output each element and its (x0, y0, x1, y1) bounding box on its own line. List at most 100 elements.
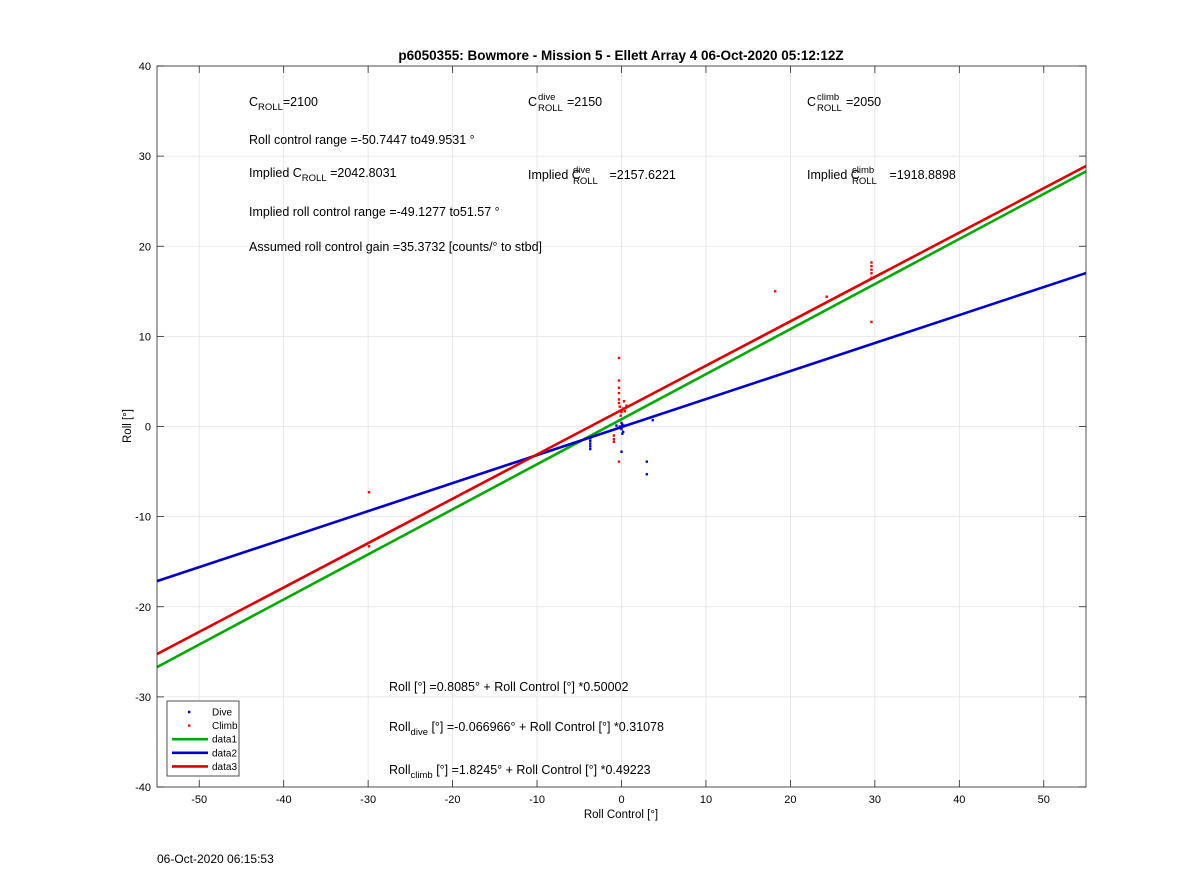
dive-point (651, 418, 654, 422)
climb-point (612, 437, 616, 441)
climb-point (617, 401, 621, 405)
c-roll-climb-base: C (807, 95, 816, 109)
climb-point (620, 410, 623, 414)
x-tick-label: 20 (784, 794, 796, 806)
climb-point (617, 379, 621, 382)
eq2-rest: [°] =-0.066966° + Roll Control [°] *0.31… (428, 720, 664, 734)
plot-border (156, 65, 1087, 788)
climb-point (870, 276, 873, 279)
annotation-roll-control-range: Roll control range =-50.7447 to49.9531 ° (249, 133, 475, 147)
x-axis-label: Roll Control [°] (584, 809, 658, 821)
dive-point (589, 445, 592, 448)
c-roll-climb-sup: climb (817, 92, 839, 103)
y-tick-label: 20 (139, 241, 151, 253)
legend-label: data2 (212, 748, 237, 759)
implied-c-roll-dive-value: =2157.6221 (606, 168, 676, 182)
legend-marker-dive (188, 710, 191, 714)
dive-point (621, 432, 624, 435)
x-tick-label: -50 (191, 794, 207, 806)
climb-point (623, 409, 627, 413)
x-axis: -50 -40 -30 -20 -10 0 10 20 30 40 50 (191, 66, 1050, 806)
data-points (367, 261, 873, 548)
x-tick-label: -10 (529, 794, 545, 806)
annotation-implied-c-roll-climb: Implied Cclimb ROLL =1918.8898 (807, 165, 956, 187)
climb-point (367, 491, 371, 494)
dive-point (589, 447, 592, 451)
climb-point (825, 295, 828, 298)
fit-line-data1 (157, 170, 1086, 669)
implied-c-roll-dive-prefix: Implied C (528, 168, 581, 182)
equation-roll: Roll [°] =0.8085° + Roll Control [°] *0.… (389, 680, 628, 694)
eq3-base: Roll (389, 763, 411, 777)
annotation-implied-range: Implied roll control range =-49.1277 to5… (249, 205, 500, 219)
c-roll-climb-sub: ROLL (817, 103, 842, 114)
equation-roll-climb: Rollclimb [°] =1.8245° + Roll Control [°… (389, 763, 651, 781)
implied-c-roll-dive-sup: dive (573, 165, 590, 176)
implied-c-roll-prefix: Implied C (249, 166, 302, 180)
c-roll-climb-value: =2050 (846, 95, 881, 109)
chart-title: p6050355: Bowmore - Mission 5 - Ellett A… (398, 48, 843, 63)
c-roll-sub: ROLL (258, 102, 283, 113)
eq2-base: Roll (389, 720, 411, 734)
y-tick-label: -40 (135, 782, 151, 794)
y-tick-label: 10 (139, 331, 151, 343)
y-tick-label: -20 (135, 602, 151, 614)
dive-point (620, 450, 623, 453)
x-tick-label: 40 (953, 794, 965, 806)
dive-point (645, 473, 649, 476)
climb-point (617, 391, 621, 395)
x-tick-label: -30 (360, 794, 376, 806)
x-tick-label: 10 (700, 794, 712, 806)
c-roll-dive-sup: dive (538, 92, 555, 103)
implied-c-roll-climb-sup: climb (852, 165, 874, 176)
c-roll-dive-sub: ROLL (538, 103, 563, 114)
annotation-implied-c-roll-dive: Implied Cdive ROLL =2157.6221 (528, 165, 676, 187)
c-roll-dive-base: C (528, 95, 537, 109)
x-tick-label: 50 (1038, 794, 1050, 806)
implied-c-roll-climb-prefix: Implied C (807, 168, 860, 182)
implied-c-roll-climb-value: =1918.8898 (886, 168, 956, 182)
climb-point (870, 320, 873, 324)
dive-point (622, 424, 626, 427)
climb-point (617, 386, 621, 389)
legend-marker-climb (188, 724, 191, 727)
dive-point (616, 427, 620, 430)
dive-point (620, 428, 623, 431)
climb-point (367, 545, 371, 548)
equation-roll-dive: Rolldive [°] =-0.066966° + Roll Control … (389, 720, 664, 738)
implied-c-roll-dive-sub: ROLL (573, 176, 598, 187)
climb-point (612, 440, 616, 444)
climb-point (625, 404, 628, 407)
dive-point (645, 460, 649, 463)
y-axis-label: Roll [°] (122, 409, 134, 443)
eq3-sub: climb (411, 770, 433, 781)
y-axis: -40 -30 -20 -10 0 10 20 30 40 (135, 61, 1086, 794)
x-tick-label: 30 (869, 794, 881, 806)
climb-point (617, 460, 621, 463)
dive-point (589, 442, 592, 445)
legend: Dive Climb data1 data2 data3 (166, 700, 240, 777)
c-roll-value: =2100 (283, 95, 318, 109)
annotation-c-roll: CROLL=2100 (249, 95, 318, 113)
fit-line-data3 (157, 164, 1086, 656)
implied-c-roll-value: =2042.8031 (327, 166, 397, 180)
legend-label: data3 (212, 762, 237, 773)
legend-label: Climb (212, 721, 238, 732)
dive-point (620, 421, 623, 425)
dive-point (621, 423, 624, 426)
climb-point (617, 398, 621, 401)
y-tick-label: -30 (135, 692, 151, 704)
fit-line-data2 (157, 271, 1086, 583)
climb-point (870, 268, 873, 271)
climb-point (612, 434, 616, 437)
annotation-c-roll-dive: Cdive ROLL =2150 (528, 92, 602, 114)
annotation-c-roll-climb: Cclimb ROLL =2050 (807, 92, 881, 114)
legend-label: data1 (212, 735, 237, 746)
dive-point (621, 430, 625, 434)
dive-point (615, 424, 618, 427)
climb-point (870, 272, 873, 275)
eq2-sub: dive (411, 727, 428, 738)
x-tick-label: 0 (618, 794, 624, 806)
legend-label: Dive (212, 708, 232, 719)
annotation-gain: Assumed roll control gain =35.3732 [coun… (249, 240, 542, 254)
